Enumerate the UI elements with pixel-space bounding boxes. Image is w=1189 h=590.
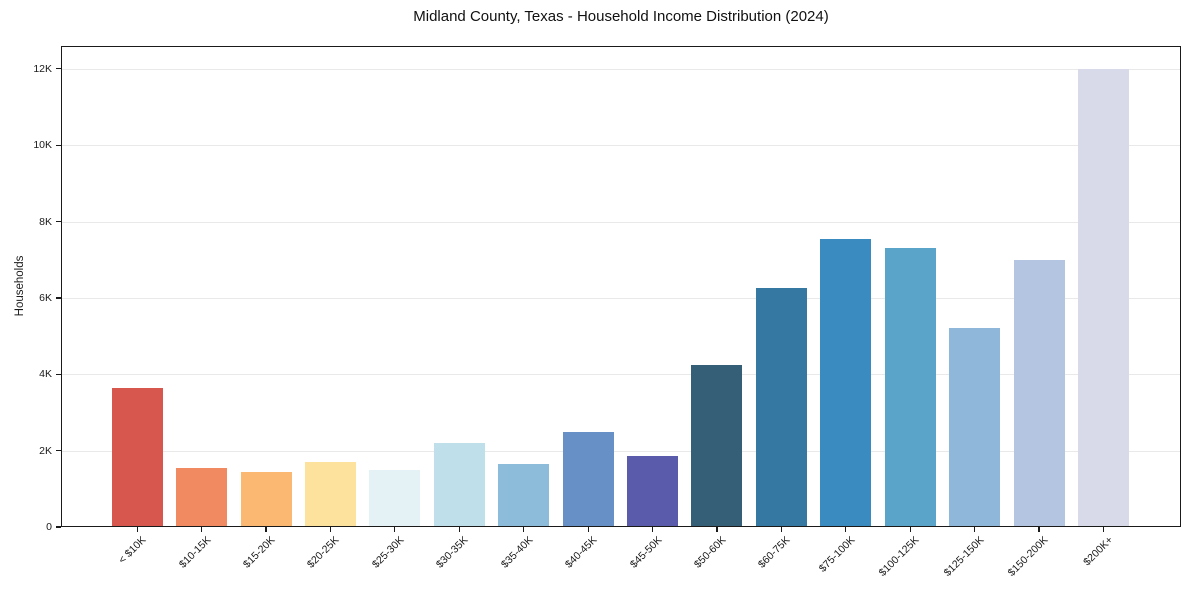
y-tick-label: 4K [39,368,52,381]
y-tick-mark [56,450,61,452]
x-tick-mark [974,527,976,532]
x-tick-mark [651,527,654,532]
bar [498,464,550,527]
bar [176,467,228,527]
bar [755,288,807,527]
bar [627,456,679,527]
y-tick-label: 10K [33,139,52,152]
bar [369,469,421,527]
y-tick-label: 0 [46,521,52,533]
x-tick-mark [845,527,847,532]
gridline [62,145,1180,147]
bar [1013,259,1065,527]
x-tick-mark [136,527,138,532]
y-tick-label: 8K [39,215,52,228]
bar [562,431,614,527]
y-tick-label: 12K [33,62,52,75]
bar [111,387,163,527]
x-tick-mark [909,527,911,532]
y-tick-mark [56,526,61,528]
gridline [62,221,1180,223]
x-tick-mark [394,527,396,532]
bar [884,248,936,527]
gridline [62,450,1180,452]
bar [949,328,1001,527]
y-tick-mark [56,144,61,146]
bar [820,238,872,527]
chart-title: Midland County, Texas - Household Income… [413,8,829,25]
bar [433,443,485,527]
gridline [62,68,1180,70]
x-tick-mark [1038,527,1040,532]
x-tick-label: < $10K [116,534,149,567]
bar [304,462,356,527]
x-tick-mark [523,527,525,532]
x-tick-mark [587,527,589,532]
gridline [62,297,1180,299]
bar [691,364,743,527]
gridline [62,374,1180,376]
y-tick-mark [56,297,61,299]
bar [240,471,292,527]
y-tick-mark [56,221,61,223]
y-tick-label: 6K [39,291,52,304]
x-tick-mark [329,527,332,532]
y-axis-label: Households [14,255,26,317]
x-tick-mark [201,527,203,532]
x-tick-mark [265,527,267,532]
x-tick-mark [1102,527,1105,532]
y-tick-mark [56,68,61,70]
x-tick-mark [458,527,460,532]
bar [1078,68,1129,527]
x-tick-mark [780,527,782,532]
x-tick-mark [716,527,718,532]
y-tick-mark [56,373,61,375]
y-tick-label: 2K [39,444,52,457]
